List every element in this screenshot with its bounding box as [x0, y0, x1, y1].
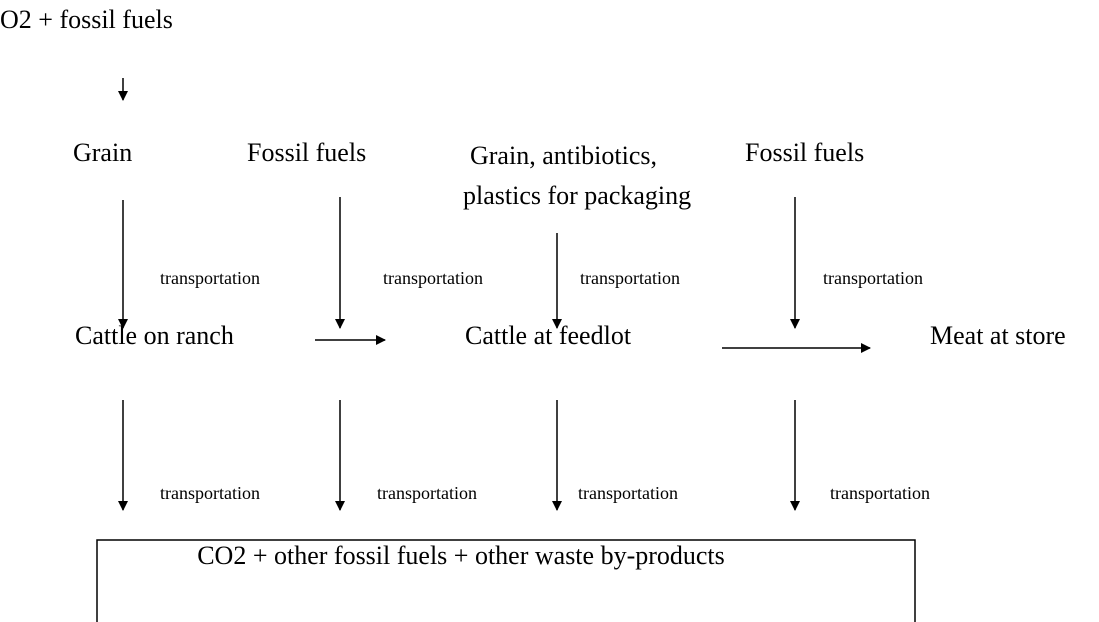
edge-label: transportation: [377, 483, 477, 503]
node-label: Cattle on ranch: [75, 321, 234, 350]
node-label: O2 + fossil fuels: [0, 5, 173, 34]
node-label: CO2 + other fossil fuels + other waste b…: [197, 541, 725, 570]
node-label: Grain, antibiotics,: [470, 141, 657, 170]
node-label: Fossil fuels: [247, 138, 366, 167]
edge-label: transportation: [830, 483, 930, 503]
node-label: Fossil fuels: [745, 138, 864, 167]
edge-label: transportation: [160, 268, 260, 288]
arrows: [118, 78, 871, 511]
output-box: [96, 539, 916, 622]
node-label: Meat at store: [930, 321, 1066, 350]
node-label: Cattle at feedlot: [465, 321, 632, 350]
edge-label: transportation: [823, 268, 923, 288]
edge-label: transportation: [578, 483, 678, 503]
node-label: Grain: [73, 138, 132, 167]
edge-label: transportation: [580, 268, 680, 288]
node-label: plastics for packaging: [463, 181, 691, 210]
edge-label: transportation: [383, 268, 483, 288]
edge-label: transportation: [160, 483, 260, 503]
